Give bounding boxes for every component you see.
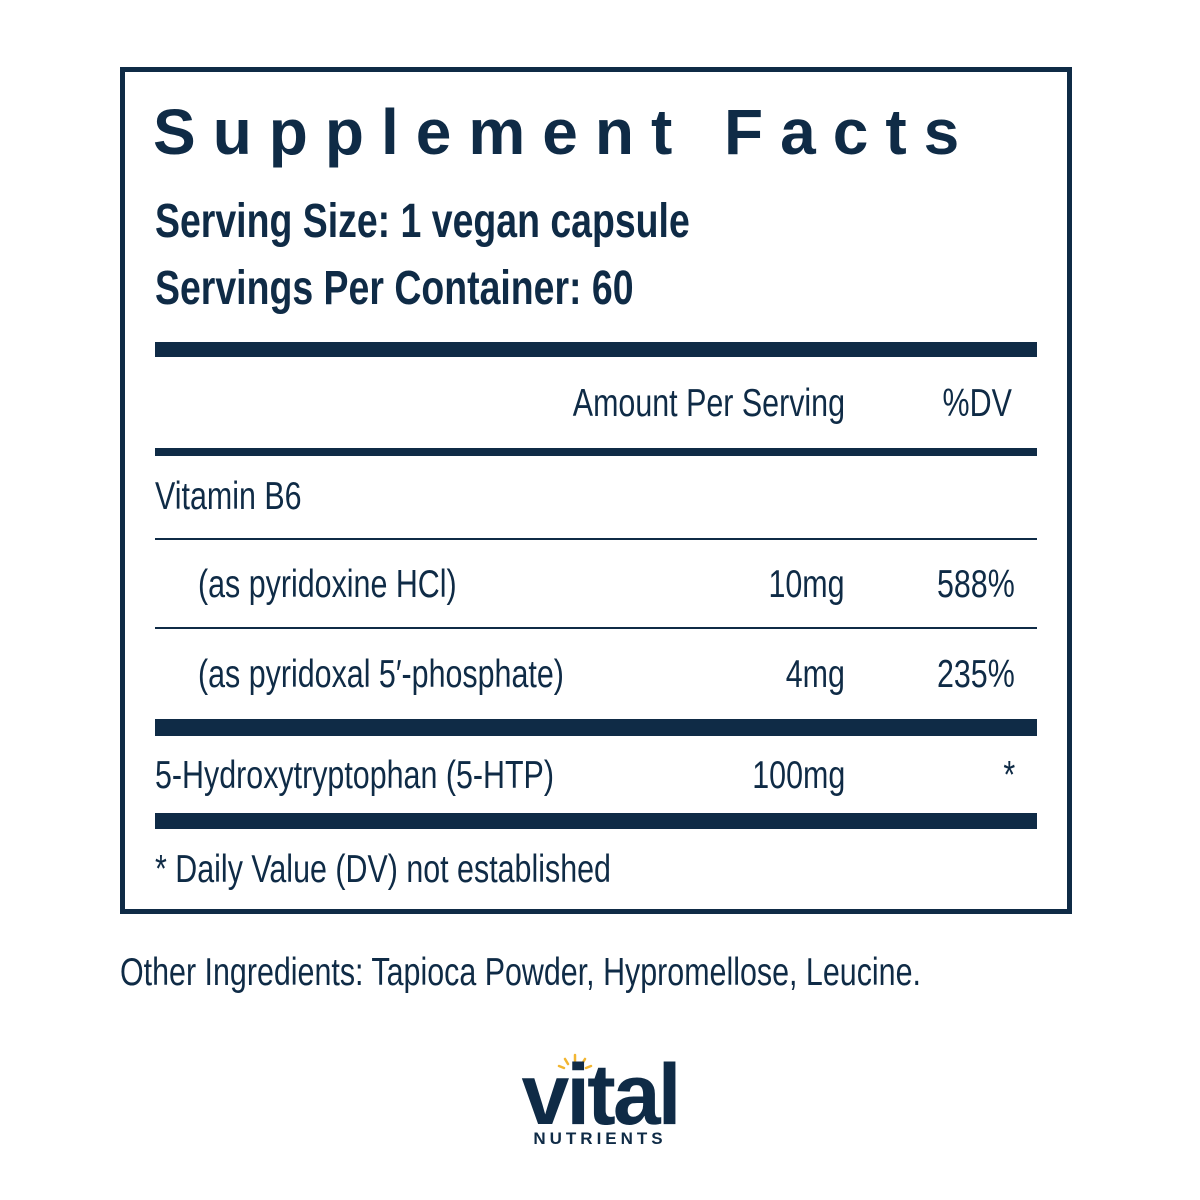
logo-sun xyxy=(557,1053,593,1070)
amount: 100mg xyxy=(751,754,845,797)
title: Supplement Facts xyxy=(153,96,977,168)
servings-per-container: Servings Per Container: 60 xyxy=(155,262,634,315)
thick-rule xyxy=(155,813,1037,829)
daily-value: * xyxy=(1003,754,1015,797)
thin-rule xyxy=(155,627,1037,629)
thick-rule xyxy=(155,342,1037,357)
amount: 10mg xyxy=(768,563,845,606)
daily-value: 588% xyxy=(937,563,1015,606)
column-header: Amount Per Serving xyxy=(572,382,845,425)
footnote: * Daily Value (DV) not established xyxy=(155,848,611,891)
nutrient-name: (as pyridoxine HCl) xyxy=(198,563,457,606)
column-header: %DV xyxy=(942,382,1012,425)
nutrient-name: 5-Hydroxytryptophan (5-HTP) xyxy=(155,754,554,797)
nutrient-name: Vitamin B6 xyxy=(155,475,302,518)
rule xyxy=(155,448,1037,456)
serving-size: Serving Size: 1 vegan capsule xyxy=(155,195,690,248)
daily-value: 235% xyxy=(937,653,1015,696)
amount: 4mg xyxy=(785,653,845,696)
facts-box xyxy=(120,67,1072,914)
thin-rule xyxy=(155,538,1037,540)
logo-tagline: NUTRIENTS xyxy=(533,1129,667,1148)
other-ingredients: Other Ingredients: Tapioca Powder, Hypro… xyxy=(120,951,921,994)
logo-wordmark: vital xyxy=(521,1047,681,1143)
nutrient-name: (as pyridoxal 5′-phosphate) xyxy=(198,653,564,696)
thick-rule xyxy=(155,719,1037,736)
